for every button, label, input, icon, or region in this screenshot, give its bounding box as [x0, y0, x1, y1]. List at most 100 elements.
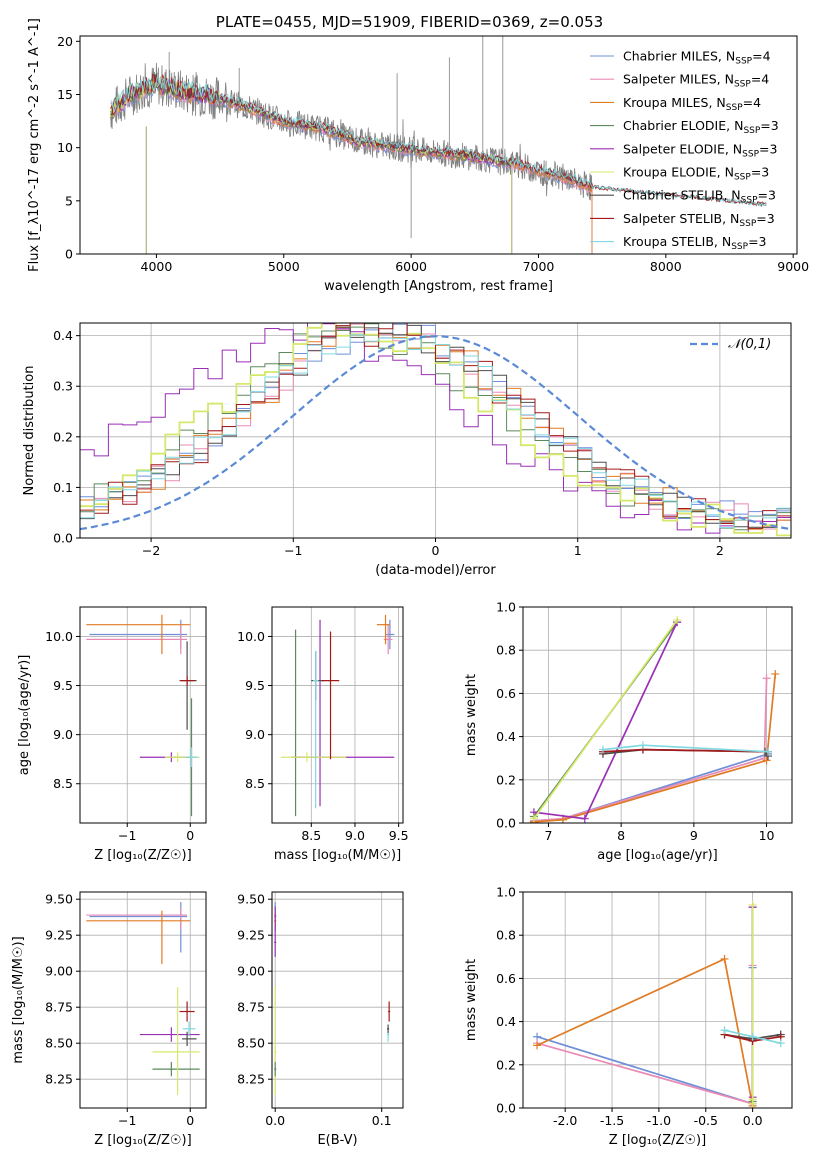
errorbar-kroupa-stelib [182, 1021, 196, 1036]
y-axis-label: mass weight [464, 959, 479, 1041]
panel-mass_vs_Z: −1 0 8.25 8.50 8.75 9.00 9.25 9.50 Z [log₁₀(Z/Z☉… [11, 891, 207, 1148]
errorbar-chabrier-miles [89, 902, 188, 953]
y-tick-label: 1.0 [496, 600, 516, 615]
x-tick-label: 5000 [268, 259, 300, 274]
x-tick-label: 0 [186, 1113, 194, 1128]
panel-residuals: −2 −1 0 1 2 0.0 0.1 0.2 0.3 0.4 (data-model)/error… [22, 322, 792, 578]
errorbar-kroupa-miles [376, 614, 390, 645]
y-tick-label: 0.1 [53, 480, 73, 495]
errorbar-chabrier-stelib [311, 651, 325, 701]
y-tick-label: 0.2 [496, 772, 516, 787]
legend-label: Kroupa STELIB, NSSP=3 [623, 234, 767, 252]
y-tick-label: 9.0 [53, 727, 73, 742]
legend-label: 𝒩(0,1) [728, 337, 771, 352]
errorbar-salpeter-miles [86, 907, 188, 930]
y-tick-label: 0 [65, 247, 73, 262]
histogram-kroupa-stelib [80, 334, 791, 529]
x-tick-label: −1 [284, 543, 302, 558]
weight-marker [748, 1095, 757, 1104]
x-tick-label: 10 [759, 828, 775, 843]
weight-line-kroupa-miles [533, 673, 777, 823]
y-tick-label: 20 [57, 34, 73, 49]
plot-area-spectrum [110, 36, 767, 254]
errorbar-kroupa-stelib [185, 747, 198, 768]
panel-weight_vs_age: 7 8 9 10 0.0 0.2 0.4 0.6 0.8 1.0 age [log₁₀(age/yr… [464, 600, 793, 863]
y-tick-label: 15 [57, 87, 73, 102]
y-axis-label: Flux [f_λ10^-17 erg cm^-2 s^-1 A^-1] [27, 18, 42, 272]
histogram-salpeter-elodie [80, 323, 791, 534]
x-tick-label: -1.5 [600, 1113, 624, 1128]
x-axis-label: Z [log₁₀(Z/Z☉)] [94, 1133, 191, 1148]
x-tick-label: -2.0 [553, 1113, 577, 1128]
y-tick-label: 9.25 [45, 928, 73, 943]
y-tick-label: 8.50 [45, 1036, 73, 1051]
y-tick-label: 10.0 [45, 629, 73, 644]
weight-line-salpeter-miles [533, 678, 768, 822]
x-tick-label: -1.0 [647, 1113, 671, 1128]
x-tick-label: 9000 [777, 259, 809, 274]
x-axis-label: E(B-V) [317, 1133, 357, 1148]
errorbar-salpeter-elodie [293, 619, 395, 807]
legend-label: Chabrier STELIB, NSSP=3 [623, 188, 776, 206]
y-tick-label: 0.3 [53, 379, 73, 394]
y-tick-label: 1.0 [496, 885, 516, 900]
y-axis-label: age [log₁₀(age/yr)] [17, 655, 32, 776]
y-tick-label: 0.8 [496, 643, 516, 658]
x-tick-label: 0.0 [265, 1113, 285, 1128]
x-axis-label: (data-model)/error [375, 563, 496, 578]
x-tick-label: 8 [617, 828, 625, 843]
weight-marker [529, 814, 538, 823]
y-tick-label: 9.00 [237, 964, 265, 979]
x-tick-label: 6000 [395, 259, 427, 274]
x-axis-label: Z [log₁₀(Z/Z☉)] [94, 848, 191, 863]
y-tick-label: 0.2 [53, 429, 73, 444]
axes-frame [79, 891, 207, 1109]
weight-line-kroupa-elodie [533, 619, 678, 820]
x-tick-label: 7000 [523, 259, 555, 274]
x-tick-label: 1 [574, 543, 582, 558]
weight-marker [771, 669, 780, 678]
plot-area-weight_vs_Z [533, 900, 785, 1108]
y-tick-label: 9.50 [237, 892, 265, 907]
axes-frame [522, 891, 793, 1109]
y-tick-label: 9.25 [237, 928, 265, 943]
x-tick-label: 8000 [650, 259, 682, 274]
y-tick-label: 0.8 [496, 928, 516, 943]
y-tick-label: 8.5 [245, 776, 265, 791]
x-tick-label: 0 [432, 543, 440, 558]
x-tick-label: 7 [544, 828, 552, 843]
weight-marker [673, 615, 682, 624]
axes-frame [79, 606, 207, 824]
legend-label: Chabrier ELODIE, NSSP=3 [623, 118, 779, 136]
legend-label: Chabrier MILES, NSSP=4 [623, 49, 771, 67]
y-tick-label: 0.4 [496, 729, 516, 744]
errorbar-salpeter-elodie [274, 906, 277, 957]
x-tick-label: 0.1 [372, 1113, 392, 1128]
errorbar-salpeter-stelib [388, 1001, 391, 1022]
y-tick-label: 0.4 [496, 1014, 516, 1029]
x-tick-label: 0 [186, 828, 194, 843]
legend-label: Salpeter STELIB, NSSP=3 [623, 211, 775, 229]
errorbar-chabrier-elodie [291, 629, 300, 817]
x-tick-label: 0.0 [743, 1113, 763, 1128]
weight-marker [762, 756, 771, 765]
plot-area-mass_vs_Z [86, 902, 200, 1096]
errorbar-salpeter-miles [86, 624, 188, 655]
y-tick-label: 8.25 [45, 1072, 73, 1087]
errorbar-chabrier-elodie [152, 1061, 200, 1077]
y-tick-label: 5 [65, 193, 73, 208]
y-tick-label: 0.0 [496, 1101, 516, 1116]
histogram-salpeter-stelib [80, 323, 791, 529]
panel-age_vs_mass: 8.5 9.0 9.5 8.5 9.0 9.5 10.0 mass [log₁₀(M/M☉)] [237, 606, 409, 863]
y-tick-label: 9.5 [245, 678, 265, 693]
model-spectrum-salpeter-miles [110, 78, 593, 254]
x-tick-label: −1 [118, 828, 136, 843]
y-axis-label: Normed distribution [22, 366, 37, 496]
y-tick-label: 0.0 [53, 531, 73, 546]
panel-age_vs_Z: −1 0 8.5 9.0 9.5 10.0 Z [log₁₀(Z/Z☉)] age [log₁… [17, 606, 207, 863]
weight-marker [748, 900, 757, 909]
plot-area-mass_vs_ebv [274, 902, 391, 1096]
plot-area-age_vs_Z [86, 614, 200, 817]
y-axis-label: mass weight [464, 674, 479, 756]
